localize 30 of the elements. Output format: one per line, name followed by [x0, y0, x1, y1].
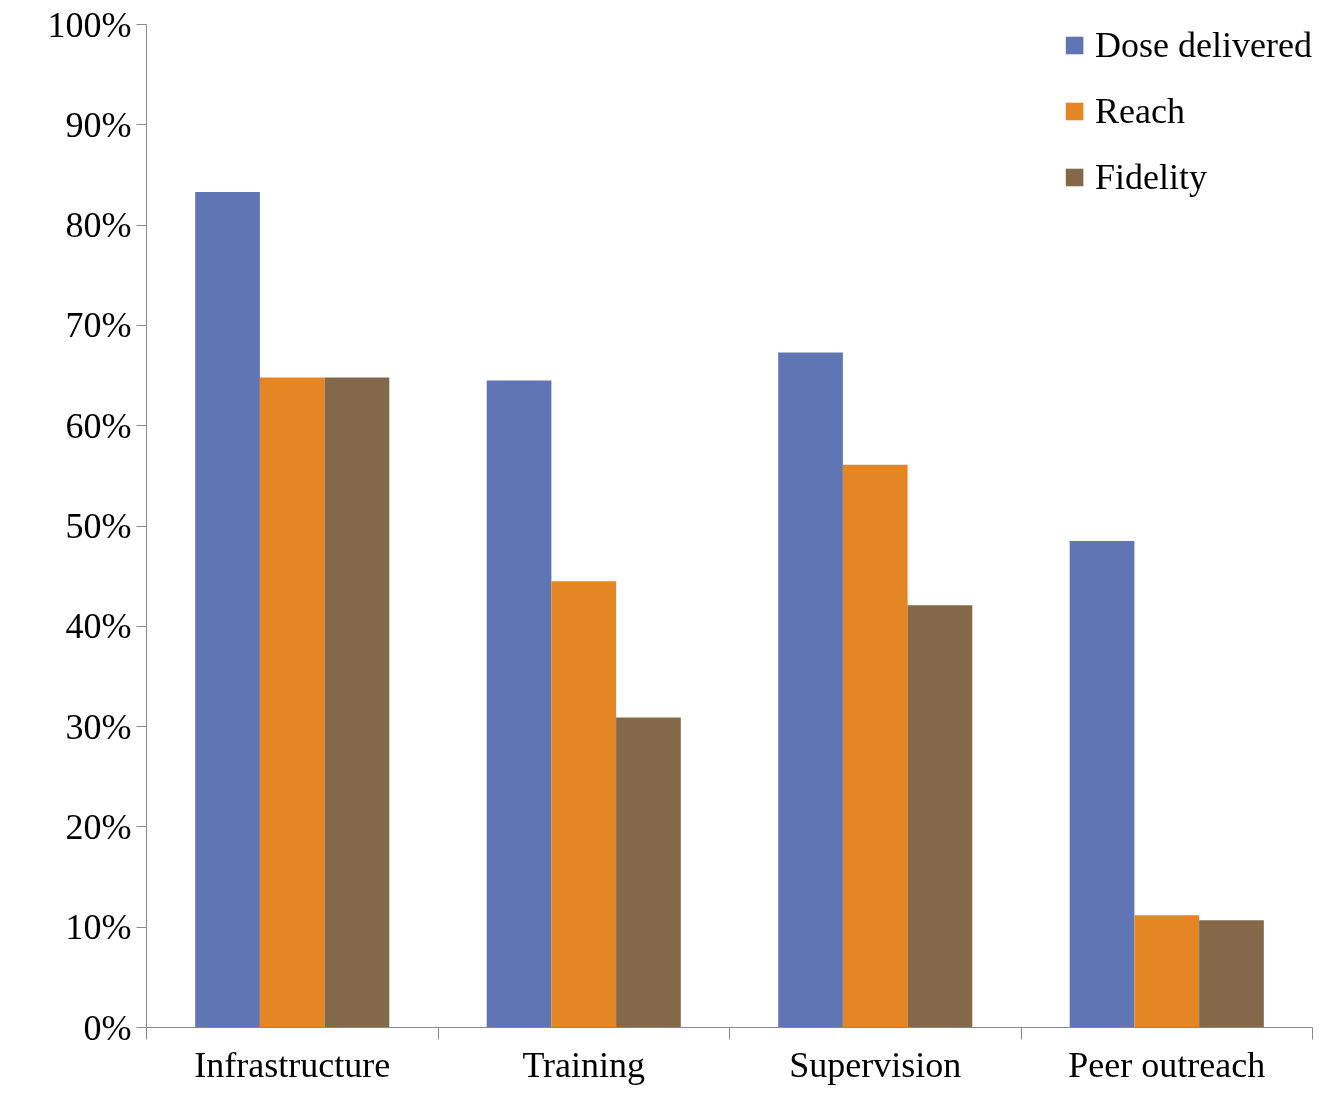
- bar: [1134, 915, 1200, 1028]
- bar: [324, 377, 390, 1028]
- x-tick-label: Peer outreach: [1068, 1044, 1266, 1085]
- bar: [1069, 541, 1135, 1028]
- x-tick-label: Supervision: [789, 1044, 962, 1085]
- y-tick-label: 10%: [65, 907, 132, 948]
- bar: [907, 605, 973, 1028]
- bar: [842, 464, 908, 1028]
- bar: [259, 377, 325, 1028]
- y-tick-label: 40%: [65, 606, 132, 647]
- bar: [616, 717, 681, 1028]
- x-tick-label: Infrastructure: [194, 1044, 391, 1085]
- x-tick-label: Training: [522, 1044, 646, 1085]
- bar: [195, 192, 260, 1028]
- y-tick-label: 20%: [65, 806, 132, 847]
- legend-label: Reach: [1095, 90, 1186, 132]
- legend-label: Dose delivered: [1095, 24, 1312, 66]
- y-tick-label: 90%: [65, 104, 132, 145]
- bar: [486, 380, 552, 1028]
- bar: [778, 352, 843, 1028]
- y-tick-label: 80%: [65, 205, 132, 246]
- y-tick-label: 60%: [65, 405, 132, 446]
- bar: [551, 581, 617, 1028]
- bar: [1199, 920, 1264, 1028]
- legend-label: Fidelity: [1095, 156, 1208, 198]
- y-tick-label: 0%: [83, 1007, 132, 1048]
- y-tick-label: 100%: [47, 4, 132, 45]
- y-tick-label: 70%: [65, 305, 132, 346]
- y-tick-label: 30%: [65, 706, 132, 747]
- y-tick-label: 50%: [65, 506, 132, 546]
